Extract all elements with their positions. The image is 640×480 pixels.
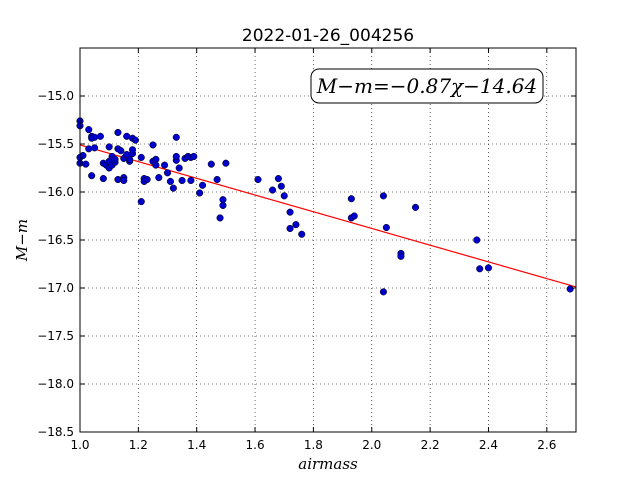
annotation-box — [310, 68, 544, 104]
fit-line-group — [79, 144, 577, 288]
data-point — [128, 146, 137, 154]
data-point — [484, 264, 493, 272]
data-point — [187, 176, 195, 185]
data-point — [397, 252, 405, 260]
data-point — [172, 133, 180, 141]
data-point — [298, 230, 306, 238]
data-point — [292, 221, 300, 229]
chart-title: 2022-01-26_004256 — [242, 26, 414, 46]
data-point — [99, 175, 107, 183]
x-tick-label: 1.6 — [246, 438, 265, 452]
x-tick-label: 2.6 — [537, 438, 556, 452]
data-point — [379, 192, 387, 200]
data-point — [280, 192, 288, 200]
x-tick-label: 2.2 — [421, 438, 440, 452]
data-point — [91, 144, 99, 152]
data-point — [286, 208, 294, 216]
data-point — [169, 184, 177, 192]
data-point — [85, 126, 93, 134]
data-point — [269, 186, 277, 194]
data-point — [120, 176, 128, 185]
y-axis-label: M−m — [13, 219, 31, 262]
data-point — [155, 174, 163, 182]
data-point — [126, 155, 134, 163]
grid — [79, 48, 576, 433]
data-point — [178, 176, 186, 185]
data-point — [117, 147, 125, 155]
y-tick-label: −18.5 — [37, 425, 74, 439]
data-point — [137, 198, 145, 206]
data-point — [96, 132, 104, 140]
data-point — [254, 175, 262, 184]
data-point — [163, 169, 172, 177]
x-tick-label: 1.8 — [304, 438, 323, 452]
data-point — [382, 223, 390, 232]
data-point — [91, 133, 99, 141]
data-point — [105, 143, 113, 151]
data-point — [219, 196, 227, 204]
data-point — [476, 265, 484, 273]
x-axis-label: airmass — [298, 455, 358, 473]
fit-equation: M−m=−0.87χ−14.64 — [316, 74, 537, 98]
data-point — [82, 160, 90, 168]
data-point — [350, 212, 358, 220]
data-point — [161, 161, 169, 169]
data-point — [207, 160, 215, 168]
data-point — [137, 153, 145, 161]
y-tick-label: −17.5 — [37, 329, 74, 343]
y-tick-label: −16.0 — [37, 185, 74, 199]
data-point — [473, 236, 481, 244]
data-point — [213, 175, 221, 184]
data-point — [190, 152, 198, 161]
fit-equation-box: M−m=−0.87χ−14.64 — [310, 68, 544, 104]
y-tick-label: −15.0 — [37, 89, 74, 103]
data-point — [166, 177, 174, 185]
data-point — [347, 195, 355, 203]
data-point — [286, 224, 294, 233]
y-tick-label: −17.0 — [37, 281, 74, 295]
axis-ticks: 1.0 1.2 1.4 1.6 1.8 2.0 2.2 2.4 2.6 −15.0 −15.5 −16… — [37, 48, 576, 452]
x-tick-label: 2.0 — [362, 438, 381, 452]
y-tick-label: −15.5 — [37, 137, 74, 151]
data-point — [277, 182, 285, 190]
data-point — [149, 141, 157, 149]
data-point — [566, 285, 574, 293]
fit-line — [79, 144, 577, 288]
y-tick-label: −18.0 — [37, 377, 74, 391]
data-point — [111, 155, 119, 163]
data-point — [88, 172, 96, 180]
data-point — [143, 175, 151, 184]
data-point — [198, 181, 207, 189]
data-point — [274, 175, 282, 183]
x-tick-label: 1.0 — [70, 438, 89, 452]
data-points — [76, 117, 574, 296]
x-tick-label: 1.4 — [187, 438, 206, 452]
data-point — [216, 214, 224, 222]
data-point — [379, 288, 387, 296]
x-tick-label: 1.2 — [129, 438, 148, 452]
data-point — [152, 161, 160, 169]
data-point — [114, 128, 122, 137]
data-point — [222, 159, 230, 167]
y-tick-label: −16.5 — [37, 233, 74, 247]
data-point — [196, 189, 204, 197]
data-point — [85, 145, 93, 153]
data-point — [172, 152, 180, 161]
x-tick-label: 2.4 — [479, 438, 498, 452]
data-point — [131, 136, 139, 144]
data-point — [175, 164, 183, 172]
data-point — [79, 151, 87, 160]
data-point — [411, 203, 420, 211]
